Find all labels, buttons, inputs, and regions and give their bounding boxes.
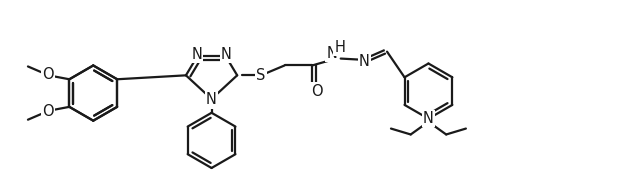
Text: N: N bbox=[206, 93, 217, 107]
Text: N: N bbox=[423, 111, 434, 126]
Text: O: O bbox=[311, 84, 323, 99]
Text: N: N bbox=[359, 54, 370, 69]
Text: O: O bbox=[42, 104, 54, 119]
Text: H: H bbox=[334, 40, 345, 55]
Text: O: O bbox=[42, 67, 54, 82]
Text: N: N bbox=[326, 46, 337, 61]
Text: N: N bbox=[221, 47, 232, 62]
Text: N: N bbox=[191, 47, 202, 62]
Text: S: S bbox=[256, 68, 266, 83]
